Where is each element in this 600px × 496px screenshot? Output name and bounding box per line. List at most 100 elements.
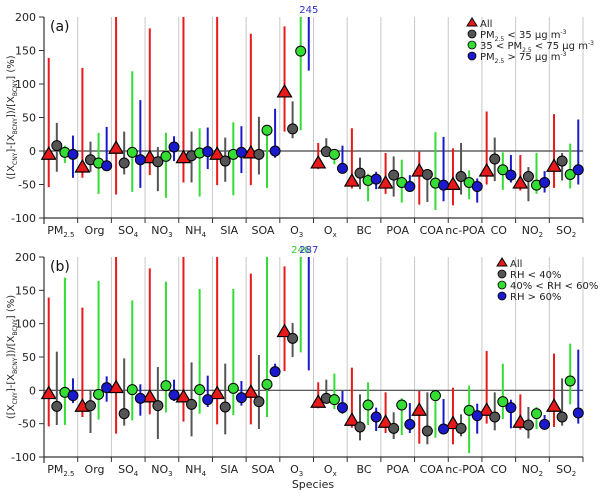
data-point-circle xyxy=(118,408,130,420)
data-point-circle xyxy=(421,168,433,180)
x-tick-label: NO3 xyxy=(151,224,172,239)
legend-entry-label: 35 < PM2.5 < 75 µg m-3 xyxy=(480,40,594,54)
overflow-value-label: 245 xyxy=(299,5,318,16)
y-tick-label: -100 xyxy=(11,212,36,225)
x-tick-label: Ox xyxy=(324,224,337,239)
data-point-circle xyxy=(539,176,551,188)
data-point-circle xyxy=(531,408,543,420)
data-point-triangle xyxy=(377,174,394,189)
x-tick-label: NH4 xyxy=(185,463,207,478)
data-point-circle xyxy=(421,425,433,437)
data-point-circle xyxy=(227,382,239,394)
data-point-circle xyxy=(295,45,307,57)
y-tick-label: 100 xyxy=(15,78,36,91)
data-point-circle xyxy=(235,392,247,404)
data-point-circle xyxy=(269,145,281,157)
overflow-value-label: 246 xyxy=(291,245,310,256)
x-tick-label: POA xyxy=(386,463,409,476)
y-tick-label: 50 xyxy=(22,112,36,125)
panel-b: -100 -50 0 50 100 150 200 PM2.5 Org SO4 NO3 NH4 SIA S… xyxy=(6,245,598,478)
legend-entry-label: PM2.5 < 35 µg m-3 xyxy=(480,29,567,43)
data-point-triangle xyxy=(175,388,192,403)
data-point-circle xyxy=(522,419,534,431)
legend-entry-label: RH > 60% xyxy=(510,292,561,303)
data-point-triangle xyxy=(276,323,293,338)
data-point-circle xyxy=(219,155,231,167)
data-point-triangle xyxy=(242,384,259,398)
data-point-circle xyxy=(471,410,483,422)
data-point-circle xyxy=(253,396,265,408)
data-point-triangle xyxy=(545,398,563,412)
y-tick-label: 200 xyxy=(15,11,36,24)
x-tick-label: SOA xyxy=(251,463,274,476)
data-point-circle xyxy=(261,124,273,136)
y-tick-label: -50 xyxy=(18,179,36,192)
x-tick-label: SIA xyxy=(220,224,238,237)
data-point-triangle xyxy=(108,379,125,394)
legend-marker-circle xyxy=(497,291,507,301)
x-tick-label: BC xyxy=(357,463,372,476)
legend-entry-label: All xyxy=(480,19,492,30)
data-point-circle xyxy=(564,168,576,180)
x-tick-label: NO2 xyxy=(522,463,543,478)
x-tick-label: Ox xyxy=(324,463,337,478)
x-tick-label: SO4 xyxy=(118,463,139,478)
data-point-circle xyxy=(429,390,441,402)
data-point-circle xyxy=(388,169,400,181)
data-point-circle xyxy=(388,422,400,434)
data-point-circle xyxy=(194,384,206,396)
data-point-circle xyxy=(404,418,416,430)
data-point-triangle xyxy=(40,385,57,400)
data-point-triangle xyxy=(545,158,563,172)
overflow-value-label: 287 xyxy=(299,245,318,256)
y-tick-label: 0 xyxy=(29,145,36,158)
x-tick-label: COA xyxy=(420,224,444,237)
data-point-circle xyxy=(497,164,509,176)
y-tick-label: -50 xyxy=(18,418,36,431)
data-point-circle xyxy=(152,156,164,168)
data-point-circle xyxy=(101,160,113,172)
data-point-circle xyxy=(539,418,551,430)
x-tick-label: nc-POA xyxy=(445,224,485,237)
data-point-circle xyxy=(168,141,180,153)
data-point-circle xyxy=(438,423,450,435)
data-point-circle xyxy=(336,402,348,414)
data-point-circle xyxy=(219,401,231,413)
data-point-circle xyxy=(253,148,265,160)
data-point-circle xyxy=(556,411,568,423)
data-point-circle xyxy=(51,400,63,412)
data-point-circle xyxy=(202,146,214,158)
data-point-triangle xyxy=(310,154,327,169)
x-tick-label: POA xyxy=(386,224,409,237)
data-point-circle xyxy=(328,148,340,160)
data-point-circle xyxy=(118,157,130,169)
data-point-circle xyxy=(505,169,517,181)
data-point-circle xyxy=(67,390,79,402)
data-point-circle xyxy=(489,153,501,165)
data-point-triangle xyxy=(343,172,360,187)
data-point-triangle xyxy=(411,402,428,416)
data-point-triangle xyxy=(276,83,293,98)
data-point-triangle xyxy=(478,402,495,416)
legend-entry-label: PM2.5 > 75 µg m-3 xyxy=(480,51,567,65)
legend-entry-label: 40% < RH < 60% xyxy=(510,281,598,292)
x-tick-label: CO xyxy=(491,224,508,237)
y-tick-label: -100 xyxy=(11,451,36,464)
data-point-circle xyxy=(84,400,96,412)
legend-marker-circle xyxy=(467,51,477,61)
panel-a: -100 -50 0 50 100 150 200 PM2.5 Org SO4 NO3 NH4 SIA S… xyxy=(6,5,594,239)
y-tick-label: 100 xyxy=(15,318,36,331)
data-point-circle xyxy=(134,154,146,166)
panel-label: (a) xyxy=(50,19,70,35)
legend-marker-circle xyxy=(467,40,477,50)
x-tick-label: SIA xyxy=(220,463,238,476)
data-point-circle xyxy=(463,404,475,416)
x-tick-label: SOA xyxy=(251,224,274,237)
data-point-triangle xyxy=(512,174,529,189)
x-tick-label: Org xyxy=(85,463,105,476)
data-point-triangle xyxy=(209,146,226,160)
y-tick-label: 50 xyxy=(22,351,36,364)
data-point-circle xyxy=(572,407,584,419)
x-tick-label: NH4 xyxy=(185,224,207,239)
